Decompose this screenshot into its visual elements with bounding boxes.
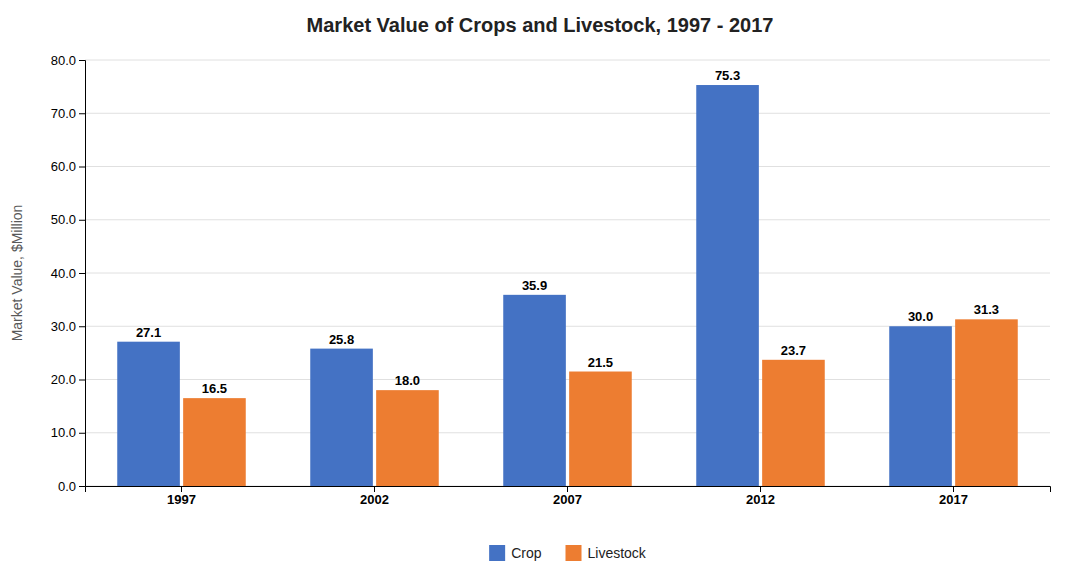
data-label: 27.1	[136, 325, 161, 340]
tick-label: 0.0	[58, 479, 76, 494]
data-label: 75.3	[715, 68, 740, 83]
grid-line	[85, 166, 1050, 167]
tick-label: 80.0	[51, 53, 76, 68]
axis-line	[79, 61, 86, 487]
tick-label: 60.0	[51, 159, 76, 174]
tick-mark	[953, 486, 954, 492]
tick-mark	[79, 113, 85, 114]
tick: 2012	[746, 486, 775, 507]
grid	[85, 60, 1050, 486]
tick-label: 1997	[167, 492, 196, 507]
bar	[696, 85, 759, 486]
tick: 40.0	[51, 266, 85, 281]
tick-mark	[567, 486, 568, 492]
tick-mark	[79, 380, 85, 381]
bar	[762, 360, 825, 486]
tick-mark	[760, 486, 761, 492]
data-label: 16.5	[202, 381, 227, 396]
tick: 30.0	[51, 319, 85, 334]
tick-label: 50.0	[51, 212, 76, 227]
tick-label: 70.0	[51, 106, 76, 121]
data-label: 31.3	[974, 302, 999, 317]
grid-line	[85, 219, 1050, 220]
grid-line	[85, 60, 1050, 61]
tick: 50.0	[51, 212, 85, 227]
tick-label: 2012	[746, 492, 775, 507]
tick-label: 30.0	[51, 319, 76, 334]
plot: 27.1 25.8 35.9 75.3 30.0 16.5 18.0 21.5 23.7 31.3…	[51, 53, 1051, 508]
tick-mark	[79, 167, 85, 168]
tick: 10.0	[51, 425, 85, 440]
data-label: 23.7	[781, 343, 806, 358]
tick-label: 2007	[553, 492, 582, 507]
legend-label: Livestock	[588, 545, 647, 561]
tick: 2007	[553, 486, 582, 507]
tick-mark	[374, 486, 375, 492]
grid-line	[85, 113, 1050, 114]
bar	[183, 398, 246, 486]
y-axis-title: Market Value, $Million	[9, 205, 25, 342]
grid-line	[85, 273, 1050, 274]
legend-swatch	[566, 545, 582, 561]
tick: 0.0	[58, 479, 85, 494]
bars	[117, 85, 1018, 486]
y-axis: 0.0 10.0 20.0 30.0 40.0 50.0 60.0 70.0 80.0	[51, 53, 86, 494]
legend: Crop Livestock	[489, 545, 647, 561]
tick: 70.0	[51, 106, 85, 121]
tick-mark	[79, 273, 85, 274]
data-label: 30.0	[908, 309, 933, 324]
tick-mark	[181, 486, 182, 492]
tick-mark	[79, 433, 85, 434]
tick-mark	[79, 326, 85, 327]
data-label: 18.0	[395, 373, 420, 388]
bar	[117, 342, 180, 486]
tick-mark	[79, 486, 85, 487]
tick-label: 2002	[360, 492, 389, 507]
bar	[503, 295, 566, 486]
tick-label: 10.0	[51, 425, 76, 440]
x-axis: 1997 2002 2007 2012 2017	[86, 486, 1051, 507]
tick: 20.0	[51, 372, 85, 387]
legend-item: Crop	[489, 545, 542, 561]
tick: 2002	[360, 486, 389, 507]
legend-item: Livestock	[566, 545, 647, 561]
tick: 2017	[939, 486, 968, 507]
tick-mark	[79, 60, 85, 61]
tick: 60.0	[51, 159, 85, 174]
axis-line	[86, 487, 1051, 493]
legend-swatch	[489, 545, 505, 561]
data-labels: 27.1 25.8 35.9 75.3 30.0 16.5 18.0 21.5 23.7 31.3	[136, 68, 999, 396]
data-label: 25.8	[329, 332, 354, 347]
tick-label: 2017	[939, 492, 968, 507]
chart: 27.1 25.8 35.9 75.3 30.0 16.5 18.0 21.5 23.7 31.3…	[0, 0, 1080, 581]
data-label: 21.5	[588, 355, 613, 370]
bar	[569, 372, 632, 486]
tick: 80.0	[51, 53, 85, 68]
bar	[889, 326, 952, 486]
legend-label: Crop	[511, 545, 542, 561]
bar	[955, 319, 1018, 486]
bar	[310, 349, 373, 486]
tick: 1997	[167, 486, 196, 507]
bar	[376, 390, 439, 486]
tick-label: 20.0	[51, 372, 76, 387]
title: Market Value of Crops and Livestock, 199…	[307, 14, 774, 36]
tick-label: 40.0	[51, 266, 76, 281]
tick-mark	[79, 220, 85, 221]
data-label: 35.9	[522, 278, 547, 293]
